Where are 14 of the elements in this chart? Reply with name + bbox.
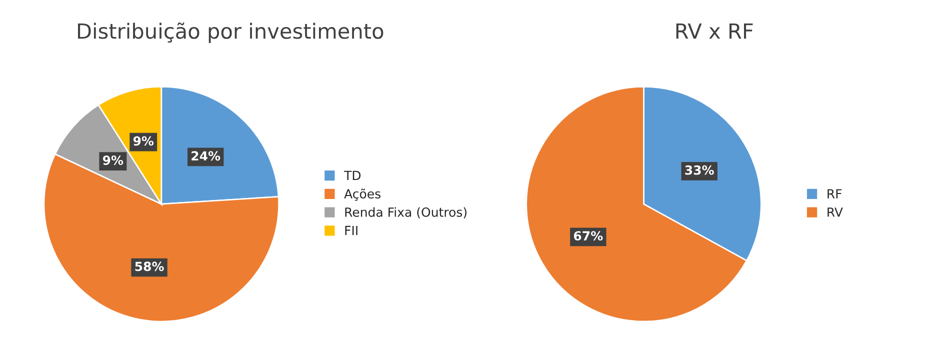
legend-label: RV — [828, 208, 843, 217]
data-label: 33% — [685, 165, 714, 175]
data-label: 67% — [574, 231, 603, 241]
data-label: 9% — [102, 156, 124, 165]
legend-label: Renda Fixa (Outros) — [345, 207, 466, 218]
chart-title: RV x RF — [676, 23, 753, 39]
legend-label: TD — [344, 170, 361, 180]
chart-title: Distribuição por investimento — [78, 22, 384, 43]
data-label: 24% — [192, 151, 220, 161]
legend-label: Ações — [344, 188, 380, 201]
data-label: 58% — [135, 262, 164, 272]
legend-label: FII — [345, 226, 358, 236]
legend-label: RF — [828, 189, 842, 198]
data-label: 9% — [133, 136, 154, 146]
